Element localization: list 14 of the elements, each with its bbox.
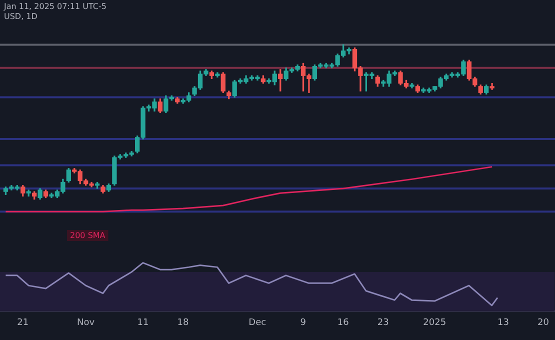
x-tick-label: 21 xyxy=(17,318,29,328)
x-tick-label: 11 xyxy=(137,318,149,328)
x-tick-label: 18 xyxy=(177,318,189,328)
x-tick-label: Nov xyxy=(76,318,96,328)
chart-subtitle: USD, 1D xyxy=(4,12,38,21)
x-tick-label: Dec xyxy=(248,318,266,328)
x-tick-label: 13 xyxy=(498,318,509,328)
x-tick-label: 23 xyxy=(377,318,389,328)
x-tick-label: 20 xyxy=(538,318,550,328)
text: 200 SMA xyxy=(70,231,106,240)
chart-title: Jan 11, 2025 07:11 UTC-5 xyxy=(4,2,106,11)
x-tick-label: 2025 xyxy=(423,318,446,328)
x-tick-label: 9 xyxy=(300,318,306,328)
x-tick-label: 16 xyxy=(337,318,350,328)
